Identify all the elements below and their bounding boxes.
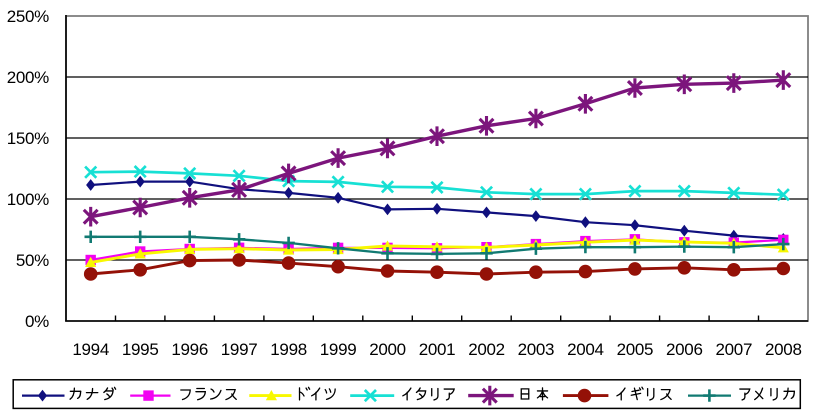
- svg-text:100%: 100%: [7, 190, 49, 209]
- svg-text:2001: 2001: [419, 340, 456, 359]
- svg-text:250%: 250%: [7, 7, 49, 26]
- svg-text:150%: 150%: [7, 129, 49, 148]
- svg-text:1994: 1994: [72, 340, 109, 359]
- svg-text:1995: 1995: [122, 340, 159, 359]
- svg-text:1997: 1997: [221, 340, 258, 359]
- svg-text:50%: 50%: [16, 251, 49, 270]
- svg-text:0%: 0%: [25, 312, 49, 331]
- svg-text:2003: 2003: [518, 340, 555, 359]
- svg-text:2000: 2000: [369, 340, 406, 359]
- svg-text:2007: 2007: [715, 340, 752, 359]
- svg-text:2005: 2005: [617, 340, 654, 359]
- svg-text:1996: 1996: [171, 340, 208, 359]
- svg-text:2006: 2006: [666, 340, 703, 359]
- svg-text:2008: 2008: [765, 340, 802, 359]
- svg-text:200%: 200%: [7, 68, 49, 87]
- svg-text:1998: 1998: [270, 340, 307, 359]
- svg-text:2004: 2004: [567, 340, 604, 359]
- svg-text:2002: 2002: [468, 340, 505, 359]
- svg-text:1999: 1999: [320, 340, 357, 359]
